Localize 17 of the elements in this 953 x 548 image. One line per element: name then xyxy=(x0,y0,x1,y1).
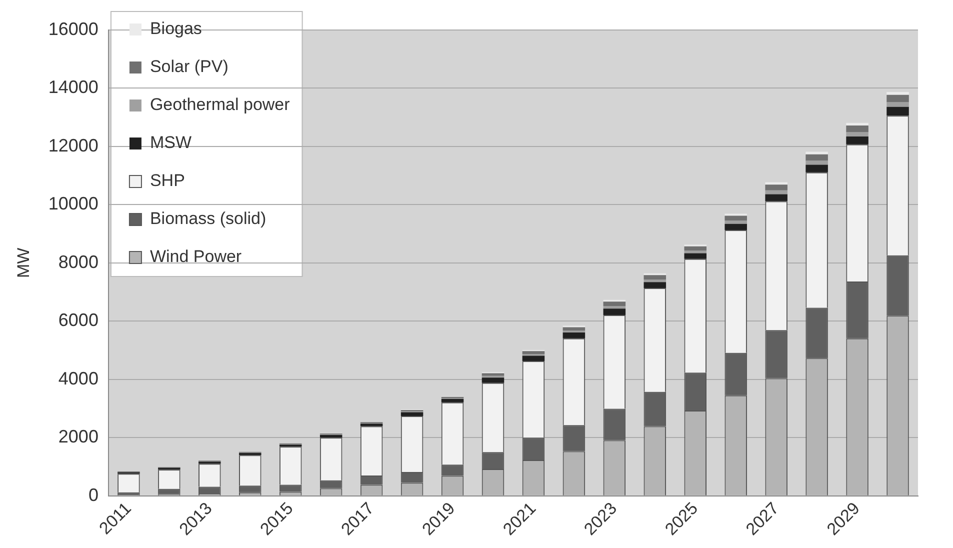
legend-label: MSW xyxy=(150,133,192,152)
y-tick-label: 10000 xyxy=(48,194,98,214)
legend-label: Biogas xyxy=(150,19,202,38)
legend-label: SHP xyxy=(150,171,185,190)
legend-label: Geothermal power xyxy=(150,95,290,114)
y-tick-label: 4000 xyxy=(58,368,98,388)
legend-label: Biomass (solid) xyxy=(150,209,266,228)
y-tick-label: 14000 xyxy=(48,77,98,98)
legend-label: Wind Power xyxy=(150,247,242,266)
y-tick-label: 0 xyxy=(88,484,98,505)
y-tick-label: 2000 xyxy=(58,426,98,447)
y-tick-label: 16000 xyxy=(48,18,98,39)
y-axis-title: MW xyxy=(14,248,33,278)
y-tick-label: 12000 xyxy=(48,135,98,156)
y-tick-label: 8000 xyxy=(58,252,98,272)
legend-label: Solar (PV) xyxy=(150,57,228,76)
y-tick-label: 6000 xyxy=(58,310,98,330)
